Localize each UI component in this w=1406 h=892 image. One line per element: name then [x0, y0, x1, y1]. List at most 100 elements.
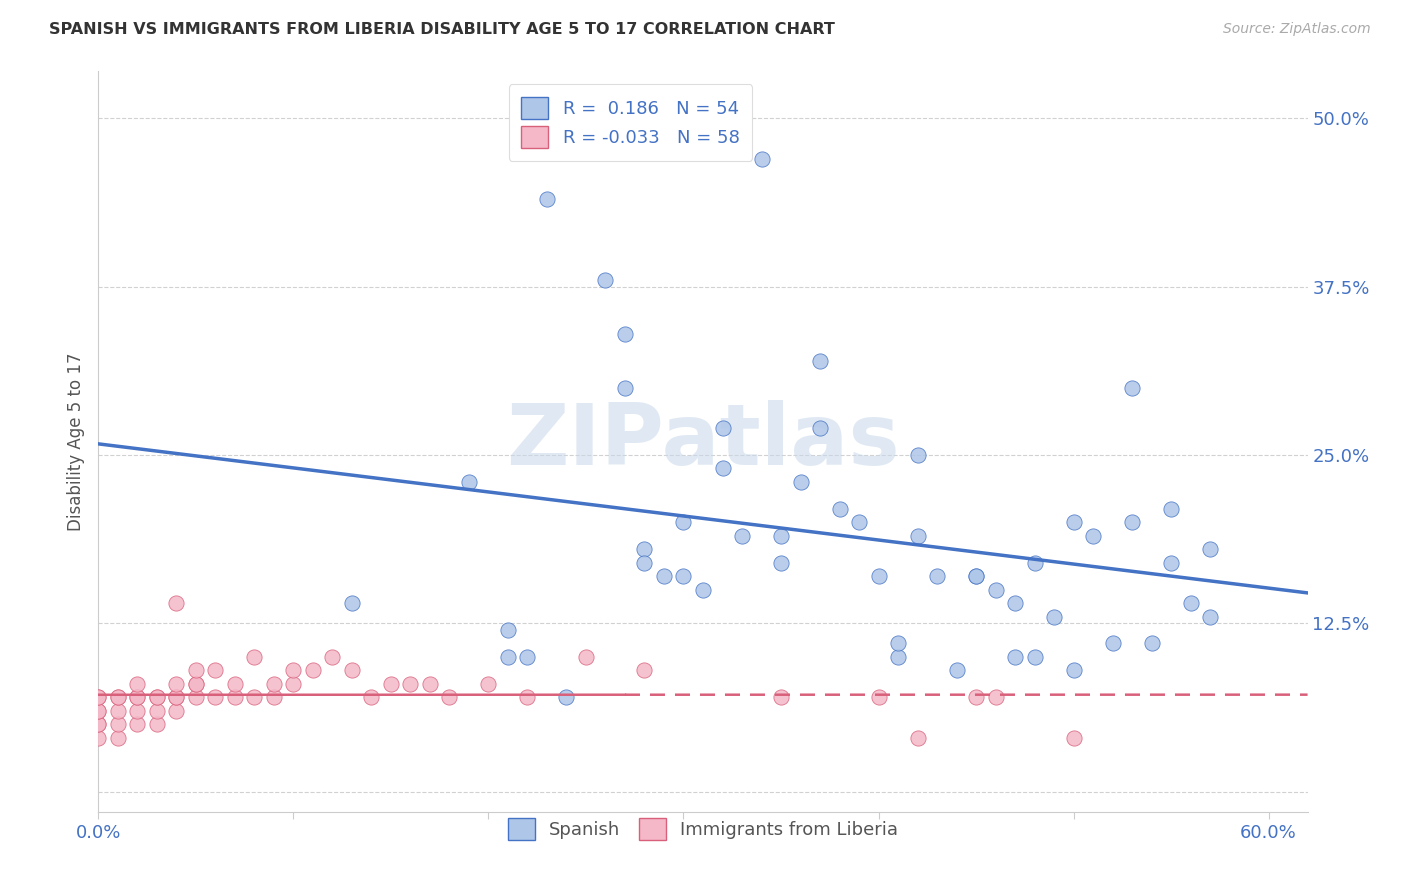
- Point: [165, 690, 187, 705]
- Point: [184, 664, 207, 678]
- Point: [1004, 649, 1026, 664]
- Point: [984, 690, 1007, 705]
- Point: [87, 717, 110, 731]
- Point: [769, 556, 792, 570]
- Point: [1024, 649, 1046, 664]
- Point: [614, 326, 637, 341]
- Point: [87, 690, 110, 705]
- Point: [127, 690, 149, 705]
- Point: [1063, 516, 1085, 530]
- Point: [87, 704, 110, 718]
- Point: [633, 542, 655, 557]
- Point: [283, 677, 305, 691]
- Point: [184, 677, 207, 691]
- Point: [1121, 381, 1143, 395]
- Point: [165, 677, 187, 691]
- Point: [808, 421, 831, 435]
- Point: [243, 649, 266, 664]
- Point: [711, 461, 734, 475]
- Point: [204, 664, 226, 678]
- Point: [1140, 636, 1163, 650]
- Point: [146, 690, 169, 705]
- Point: [184, 677, 207, 691]
- Point: [1024, 556, 1046, 570]
- Point: [107, 731, 129, 745]
- Point: [555, 690, 578, 705]
- Point: [1199, 609, 1222, 624]
- Point: [419, 677, 441, 691]
- Point: [302, 664, 325, 678]
- Point: [965, 569, 987, 583]
- Point: [925, 569, 948, 583]
- Point: [165, 690, 187, 705]
- Point: [965, 569, 987, 583]
- Point: [1199, 542, 1222, 557]
- Point: [107, 690, 129, 705]
- Point: [965, 690, 987, 705]
- Point: [1160, 501, 1182, 516]
- Point: [887, 649, 910, 664]
- Point: [516, 690, 538, 705]
- Point: [477, 677, 499, 691]
- Point: [887, 636, 910, 650]
- Point: [1180, 596, 1202, 610]
- Point: [711, 421, 734, 435]
- Point: [984, 582, 1007, 597]
- Point: [808, 353, 831, 368]
- Point: [127, 690, 149, 705]
- Point: [107, 704, 129, 718]
- Point: [672, 569, 695, 583]
- Point: [165, 704, 187, 718]
- Point: [516, 649, 538, 664]
- Point: [848, 516, 870, 530]
- Point: [146, 690, 169, 705]
- Point: [769, 529, 792, 543]
- Point: [1160, 556, 1182, 570]
- Point: [263, 690, 285, 705]
- Point: [907, 529, 929, 543]
- Point: [751, 152, 773, 166]
- Text: ZIPatlas: ZIPatlas: [506, 400, 900, 483]
- Point: [204, 690, 226, 705]
- Point: [380, 677, 402, 691]
- Point: [283, 664, 305, 678]
- Point: [614, 381, 637, 395]
- Point: [496, 649, 519, 664]
- Point: [243, 690, 266, 705]
- Point: [1004, 596, 1026, 610]
- Y-axis label: Disability Age 5 to 17: Disability Age 5 to 17: [66, 352, 84, 531]
- Point: [87, 690, 110, 705]
- Point: [263, 677, 285, 691]
- Point: [1101, 636, 1123, 650]
- Point: [184, 690, 207, 705]
- Point: [458, 475, 481, 489]
- Point: [1063, 731, 1085, 745]
- Point: [224, 677, 246, 691]
- Point: [87, 717, 110, 731]
- Point: [165, 596, 187, 610]
- Point: [595, 273, 617, 287]
- Point: [868, 690, 890, 705]
- Point: [496, 623, 519, 637]
- Point: [340, 664, 363, 678]
- Legend: Spanish, Immigrants from Liberia: Spanish, Immigrants from Liberia: [501, 811, 905, 847]
- Point: [399, 677, 422, 691]
- Point: [87, 704, 110, 718]
- Point: [731, 529, 754, 543]
- Point: [1121, 516, 1143, 530]
- Point: [828, 501, 851, 516]
- Point: [107, 717, 129, 731]
- Point: [127, 704, 149, 718]
- Point: [87, 731, 110, 745]
- Point: [321, 649, 343, 664]
- Point: [945, 664, 967, 678]
- Point: [652, 569, 675, 583]
- Point: [633, 664, 655, 678]
- Text: SPANISH VS IMMIGRANTS FROM LIBERIA DISABILITY AGE 5 TO 17 CORRELATION CHART: SPANISH VS IMMIGRANTS FROM LIBERIA DISAB…: [49, 22, 835, 37]
- Point: [769, 690, 792, 705]
- Point: [1081, 529, 1104, 543]
- Point: [107, 690, 129, 705]
- Point: [340, 596, 363, 610]
- Point: [692, 582, 714, 597]
- Point: [575, 649, 598, 664]
